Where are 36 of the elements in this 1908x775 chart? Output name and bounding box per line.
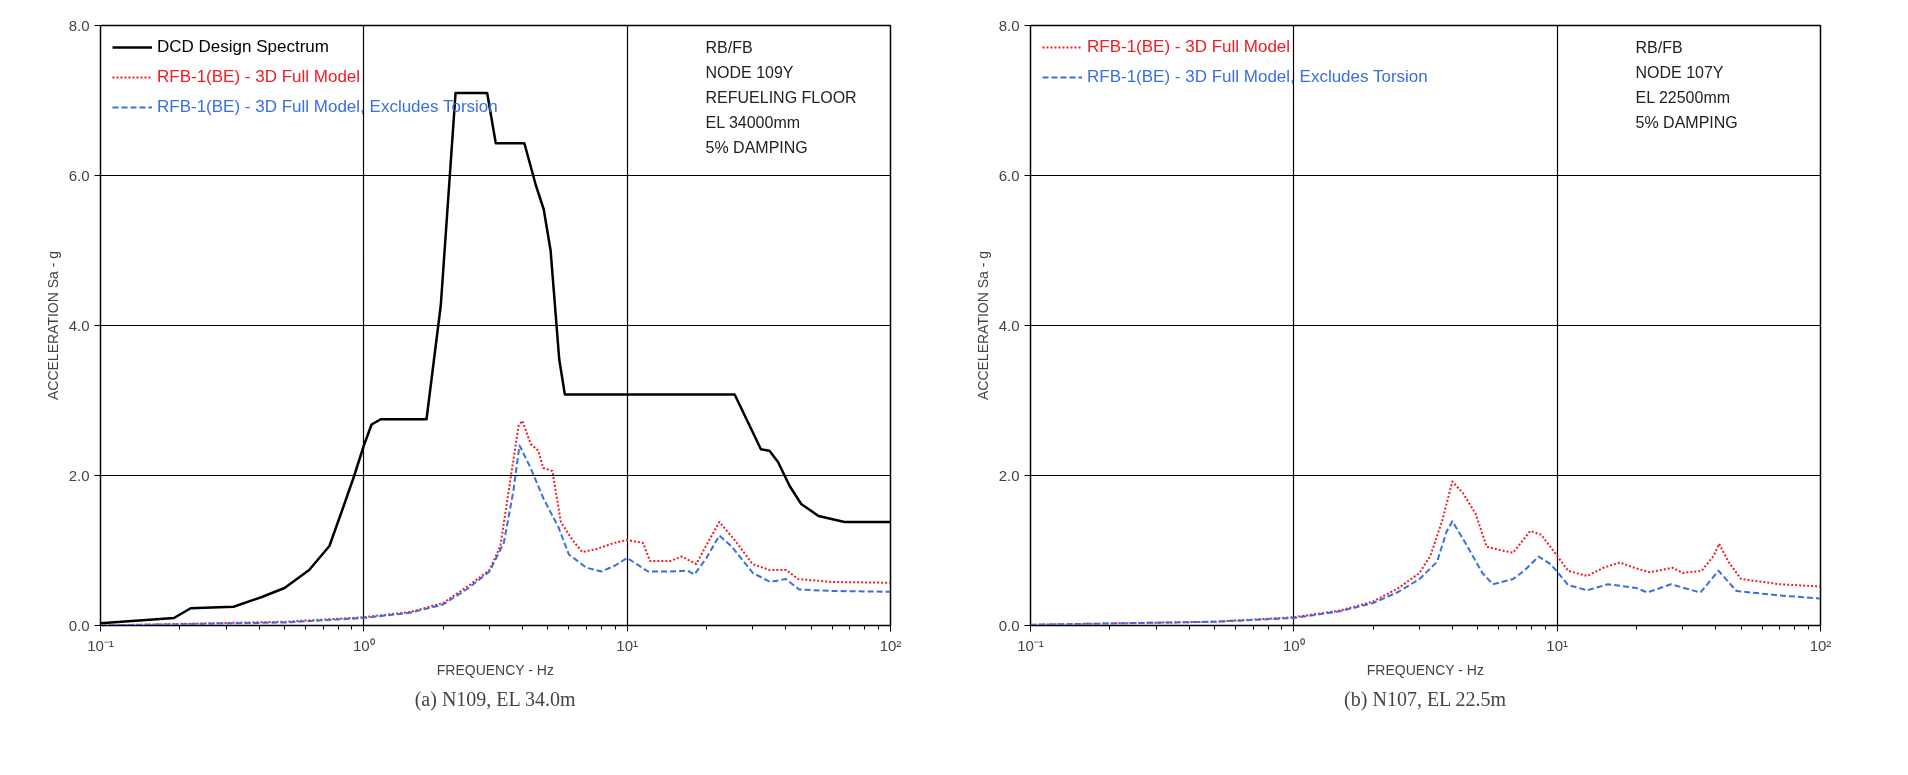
text: (a) N109, EL 34.0m	[414, 687, 577, 711]
annotation: REFUELING FLOOR	[705, 88, 857, 106]
y-tick-label: 2.0	[68, 466, 90, 484]
x-tick-label: 10²	[1809, 636, 1832, 654]
y-axis-title: ACCELERATION Sa - g	[974, 250, 991, 401]
y-tick-label: 4.0	[68, 316, 90, 334]
x-tick-label: 10¹	[616, 636, 639, 654]
x-tick-label: 10¹	[1546, 636, 1569, 654]
x-axis-title: FREQUENCY - Hz	[436, 661, 554, 678]
annotation: EL 34000mm	[705, 113, 801, 131]
legend-label: DCD Design Spectrum	[157, 37, 329, 57]
y-tick-label: 2.0	[998, 466, 1020, 484]
annotation: RB/FB	[1635, 38, 1683, 56]
text: (b) N107, EL 22.5m	[1344, 687, 1507, 711]
annotation: RB/FB	[705, 38, 753, 56]
annotation: 5% DAMPING	[705, 138, 808, 156]
y-tick-label: 0.0	[998, 616, 1020, 634]
x-tick-label: 10⁰	[1282, 636, 1305, 654]
legend-label: RFB-1(BE) - 3D Full Model	[157, 67, 361, 87]
y-tick-label: 6.0	[68, 166, 90, 184]
y-tick-label: 8.0	[998, 16, 1020, 34]
x-tick-label: 10⁻¹	[1017, 636, 1044, 654]
y-tick-label: 8.0	[68, 16, 90, 34]
x-tick-label: 10²	[879, 636, 902, 654]
x-tick-label: 10⁰	[352, 636, 375, 654]
annotation: NODE 107Y	[1635, 63, 1724, 81]
y-tick-label: 0.0	[68, 616, 90, 634]
y-tick-label: 6.0	[998, 166, 1020, 184]
annotation: NODE 109Y	[705, 63, 794, 81]
x-axis-title: FREQUENCY - Hz	[1366, 661, 1484, 678]
annotation: EL 22500mm	[1635, 88, 1731, 106]
x-tick-label: 10⁻¹	[87, 636, 114, 654]
annotation: 5% DAMPING	[1635, 113, 1738, 131]
y-axis-title: ACCELERATION Sa - g	[44, 250, 61, 401]
legend-label: RFB-1(BE) - 3D Full Model	[1087, 37, 1291, 57]
y-tick-label: 4.0	[998, 316, 1020, 334]
